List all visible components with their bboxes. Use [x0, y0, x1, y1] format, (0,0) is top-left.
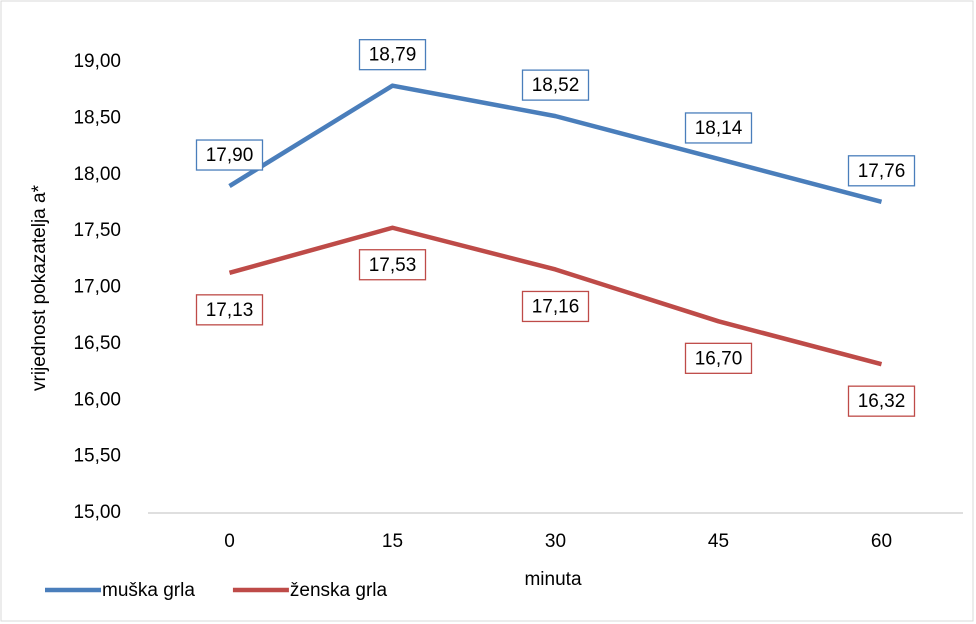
data-label-box [684, 342, 753, 374]
x-tick-label: 30 [545, 531, 566, 552]
y-tick-label: 18,50 [73, 107, 121, 128]
y-tick-label: 17,50 [73, 220, 121, 241]
data-label: 18,52 [532, 75, 580, 96]
series-line [228, 83, 883, 204]
data-label: 17,90 [206, 145, 254, 166]
data-label-box [358, 39, 427, 71]
data-label: 17,13 [206, 300, 254, 321]
y-tick-label: 15,50 [73, 446, 121, 467]
data-label-box [521, 69, 590, 101]
legend-label: muška grla [102, 580, 195, 601]
data-label: 18,79 [369, 45, 417, 66]
y-axis-title: vrijednost pokazatelja a* [29, 184, 50, 391]
y-tick-label: 19,00 [73, 51, 121, 72]
x-axis-title: minuta [524, 569, 581, 590]
y-tick-label: 16,00 [73, 389, 121, 410]
data-label-box [847, 155, 916, 187]
x-tick-label: 45 [708, 531, 729, 552]
data-label: 17,16 [532, 296, 580, 317]
data-label: 17,76 [858, 161, 906, 182]
data-label-box [195, 139, 264, 171]
series-line [228, 225, 883, 367]
y-tick-label: 15,00 [73, 502, 121, 523]
legend-label: ženska grla [290, 580, 388, 601]
data-label: 17,53 [369, 255, 417, 276]
data-label: 18,14 [695, 118, 743, 139]
data-label: 16,32 [858, 391, 906, 412]
y-tick-label: 18,00 [73, 164, 121, 185]
data-label-box [195, 294, 264, 326]
y-tick-label: 17,00 [73, 277, 121, 298]
data-label-box [358, 249, 427, 281]
y-tick-label: 16,50 [73, 333, 121, 354]
x-tick-label: 0 [224, 531, 235, 552]
data-label-box [847, 385, 916, 417]
data-label-box [684, 112, 753, 144]
x-tick-label: 60 [871, 531, 892, 552]
data-label: 16,70 [695, 348, 743, 369]
x-tick-label: 15 [382, 531, 403, 552]
data-label-box [521, 290, 590, 323]
